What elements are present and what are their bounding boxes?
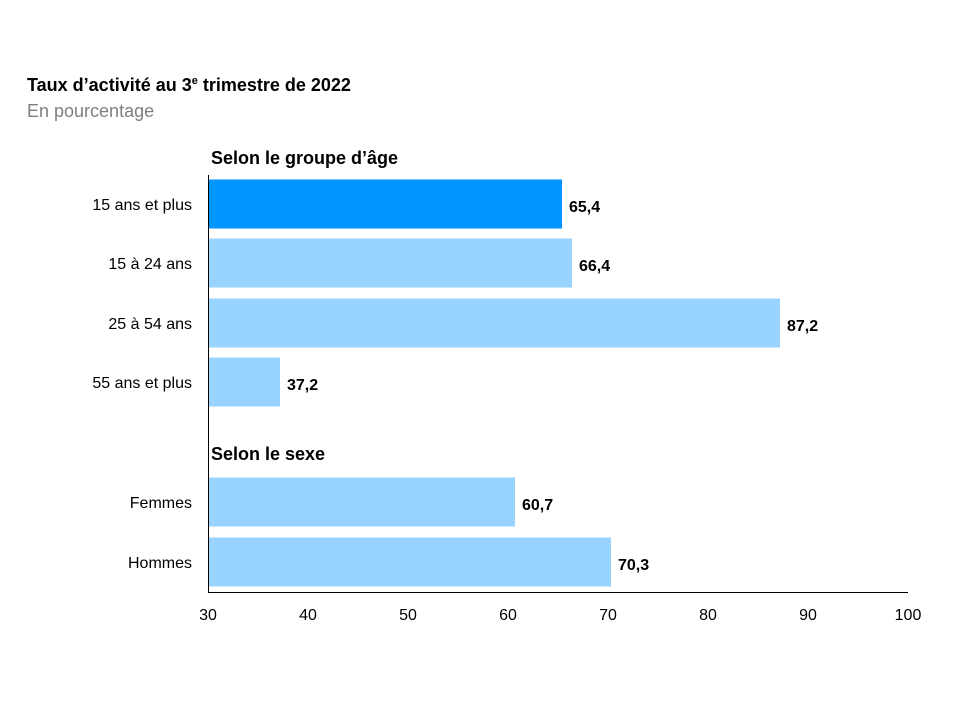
data-label: 87,2 (787, 318, 818, 335)
bar (208, 238, 572, 288)
data-label: 65,4 (569, 199, 600, 216)
category-label: 15 à 24 ans (108, 256, 192, 273)
data-label: 60,7 (522, 497, 553, 514)
section-title: Selon le groupe d’âge (211, 148, 398, 168)
x-tick-label: 30 (199, 607, 217, 624)
bar (208, 179, 562, 229)
bar (208, 537, 611, 587)
data-label: 66,4 (579, 258, 610, 275)
x-tick-label: 60 (499, 607, 517, 624)
x-tick-label: 80 (699, 607, 717, 624)
data-label: 37,2 (287, 377, 318, 394)
title-rest: trimestre de 2022 (197, 75, 351, 95)
title-superscript: e (191, 75, 198, 87)
category-label: Femmes (130, 495, 192, 512)
bar (208, 298, 780, 348)
data-label: 70,3 (618, 557, 649, 574)
chart-subtitle: En pourcentage (27, 101, 155, 121)
x-tick-label: 70 (599, 607, 617, 624)
title-main: Taux d’activité au 3 (27, 75, 192, 95)
bar (208, 477, 515, 527)
category-label: 15 ans et plus (92, 197, 192, 214)
bar (208, 357, 280, 407)
x-tick-label: 90 (799, 607, 817, 624)
x-tick-label: 100 (895, 607, 922, 624)
chart-title: Taux d’activité au 3e trimestre de 2022 (27, 75, 351, 96)
category-label: 25 à 54 ans (108, 316, 192, 333)
category-label: 55 ans et plus (92, 375, 192, 392)
x-tick-label: 40 (299, 607, 317, 624)
x-tick-label: 50 (399, 607, 417, 624)
section-title: Selon le sexe (211, 444, 325, 464)
category-label: Hommes (128, 555, 192, 572)
